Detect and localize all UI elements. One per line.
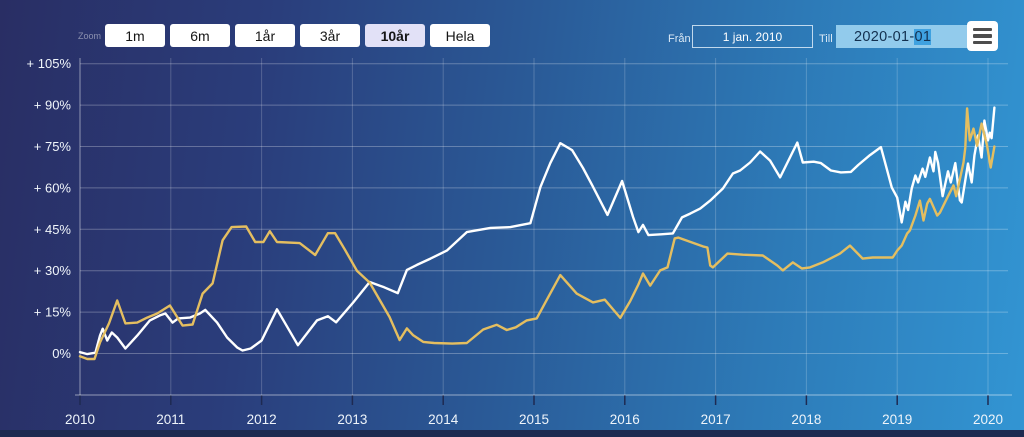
range-button-all[interactable]: Hela (430, 24, 490, 47)
to-label: Till (819, 33, 833, 45)
bottom-bar (0, 430, 1024, 437)
range-buttons: 1m 6m 1år 3år 10år Hela (105, 24, 490, 47)
menu-button[interactable] (967, 21, 998, 51)
y-axis-label: + 15% (34, 305, 72, 320)
range-button-3yr[interactable]: 3år (300, 24, 360, 47)
range-button-1m[interactable]: 1m (105, 24, 165, 47)
y-axis-label: + 105% (27, 56, 72, 71)
x-axis-label: 2018 (791, 412, 821, 427)
to-date-selected-day: 01 (914, 28, 932, 45)
from-label: Från (668, 33, 691, 45)
y-axis-label: + 90% (34, 98, 72, 113)
y-axis-label: + 60% (34, 180, 72, 195)
x-axis-label: 2016 (610, 412, 640, 427)
to-date-value: 2020-01- (854, 28, 915, 45)
series-gold (78, 107, 996, 361)
zoom-label: Zoom (78, 31, 102, 41)
x-axis-label: 2010 (65, 412, 95, 427)
y-axis-label: + 30% (34, 263, 72, 278)
x-axis-label: 2015 (519, 412, 549, 427)
series-white (78, 106, 996, 356)
x-axis-label: 2019 (882, 412, 912, 427)
x-axis-label: 2012 (247, 412, 277, 427)
x-axis-label: 2013 (337, 412, 367, 427)
from-date-input[interactable]: 1 jan. 2010 (692, 25, 813, 48)
from-date-value: 1 jan. 2010 (722, 29, 783, 44)
y-axis-label: 0% (52, 346, 71, 361)
x-axis-label: 2017 (701, 412, 731, 427)
x-axis-label: 2011 (156, 412, 185, 427)
range-button-10yr[interactable]: 10år (365, 24, 425, 47)
x-axis-label: 2020 (973, 412, 1003, 427)
y-axis-label: + 45% (34, 222, 72, 237)
y-axis-label: + 75% (34, 139, 72, 154)
range-button-6m[interactable]: 6m (170, 24, 230, 47)
to-date-input[interactable]: 2020-01- 01 (836, 25, 991, 48)
x-axis-label: 2014 (428, 412, 459, 427)
range-button-1yr[interactable]: 1år (235, 24, 295, 47)
